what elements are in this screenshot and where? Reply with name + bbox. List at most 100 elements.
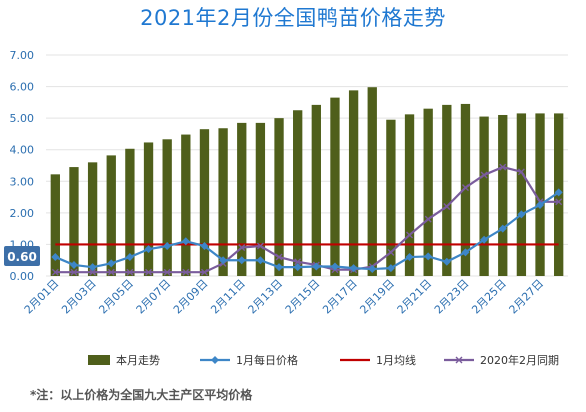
legend-label: 1月均线 [376,353,416,367]
x-tick-label: 2月17日 [320,277,360,317]
svg-text:0.60: 0.60 [7,250,37,264]
daily-point [554,188,563,197]
lastyear-point [406,231,414,239]
x-tick-label: 2月23日 [432,277,472,317]
x-axis-ticks: 2月01日2月03日2月05日2月07日2月09日2月11日2月13日2月15日… [22,277,546,317]
bar [293,110,303,276]
x-tick-label: 2月07日 [134,277,174,317]
legend-item: 1月均线 [340,353,416,367]
bar [367,87,377,277]
bar [106,155,116,276]
annotations: 0.60 [4,246,40,267]
daily-point [237,256,246,265]
bar [255,122,266,276]
lastyear-point [163,268,171,276]
daily-point [181,237,190,246]
daily-point [163,242,172,251]
lastyear-point [443,203,451,211]
daily-point [200,242,209,251]
bar [125,148,135,276]
lastyear-point [424,215,432,223]
daily-point [125,253,134,262]
lastyear-point [555,198,563,206]
y-tick-label: 5.00 [10,112,35,125]
bar [87,162,98,276]
x-tick-label: 2月11日 [208,277,248,317]
legend-label: 本月走势 [116,353,160,367]
legend-item: 2020年2月同期 [444,353,559,367]
daily-point [293,263,302,272]
lastyear-point [145,268,153,276]
lastyear-point [461,184,469,192]
x-tick-label: 2月25日 [469,277,509,317]
lastyear-point [126,268,134,276]
line-series [51,163,563,276]
daily-point [349,264,358,273]
x-tick-label: 2月09日 [171,277,211,317]
bar [348,90,359,276]
y-tick-label: 4.00 [10,144,35,157]
daily-point [517,210,526,219]
daily-point [330,262,339,271]
data-label: 0.60 [4,246,40,267]
grid-lines [46,54,568,277]
bar [69,167,79,276]
bar [516,113,527,277]
daily-point [461,248,470,257]
lastyear-point [200,268,208,276]
daily-point [107,259,116,268]
daily-point [386,264,395,273]
lastyear-point [70,268,78,276]
lastyear-point [387,248,395,256]
legend-label: 1月每日价格 [236,353,298,367]
y-tick-label: 3.00 [10,175,35,188]
y-tick-label: 6.00 [10,81,35,94]
legend-label: 2020年2月同期 [480,353,559,367]
daily-point [88,263,97,272]
lastyear-point [182,268,190,276]
bar [442,104,452,276]
x-tick-label: 2月15日 [283,277,323,317]
x-tick-label: 2月03日 [59,277,99,317]
bar [479,116,489,276]
x-tick-label: 2月05日 [96,277,136,317]
lastyear-point [107,268,115,276]
daily-line [54,191,560,271]
lastyear-point [517,168,525,176]
bar [181,134,191,276]
lastyear-point [480,171,488,179]
daily-point [442,257,451,266]
chart-title: 2021年2月份全国鸭苗价格走势 [140,6,446,30]
x-tick-label: 2月13日 [246,277,286,317]
daily-point [219,256,228,265]
daily-point [480,235,489,244]
bar [143,142,154,276]
bar [311,104,321,276]
lastyear-point [275,253,283,261]
bar [386,119,396,276]
lastyear-point [51,268,59,276]
y-tick-label: 2.00 [10,207,35,220]
daily-point [275,263,284,272]
daily-point [536,200,545,209]
bar [237,122,247,276]
lastyear-point [238,244,246,252]
bar [50,174,60,276]
daily-point [312,262,321,271]
bar [535,113,545,277]
bar [404,114,415,277]
legend-swatch [88,355,110,365]
bar [330,97,340,276]
legend-item: 本月走势 [88,353,160,367]
bar [274,118,284,277]
daily-point [424,252,433,261]
x-tick-label: 2月19日 [357,277,397,317]
bar [498,114,508,276]
lastyear-point [256,242,264,250]
legend-item: 1月每日价格 [200,353,298,367]
daily-point [368,265,377,274]
daily-point [51,253,60,262]
y-tick-label: 0.00 [10,270,35,283]
lastyear-line [55,165,559,274]
y-tick-label: 7.00 [10,49,35,62]
